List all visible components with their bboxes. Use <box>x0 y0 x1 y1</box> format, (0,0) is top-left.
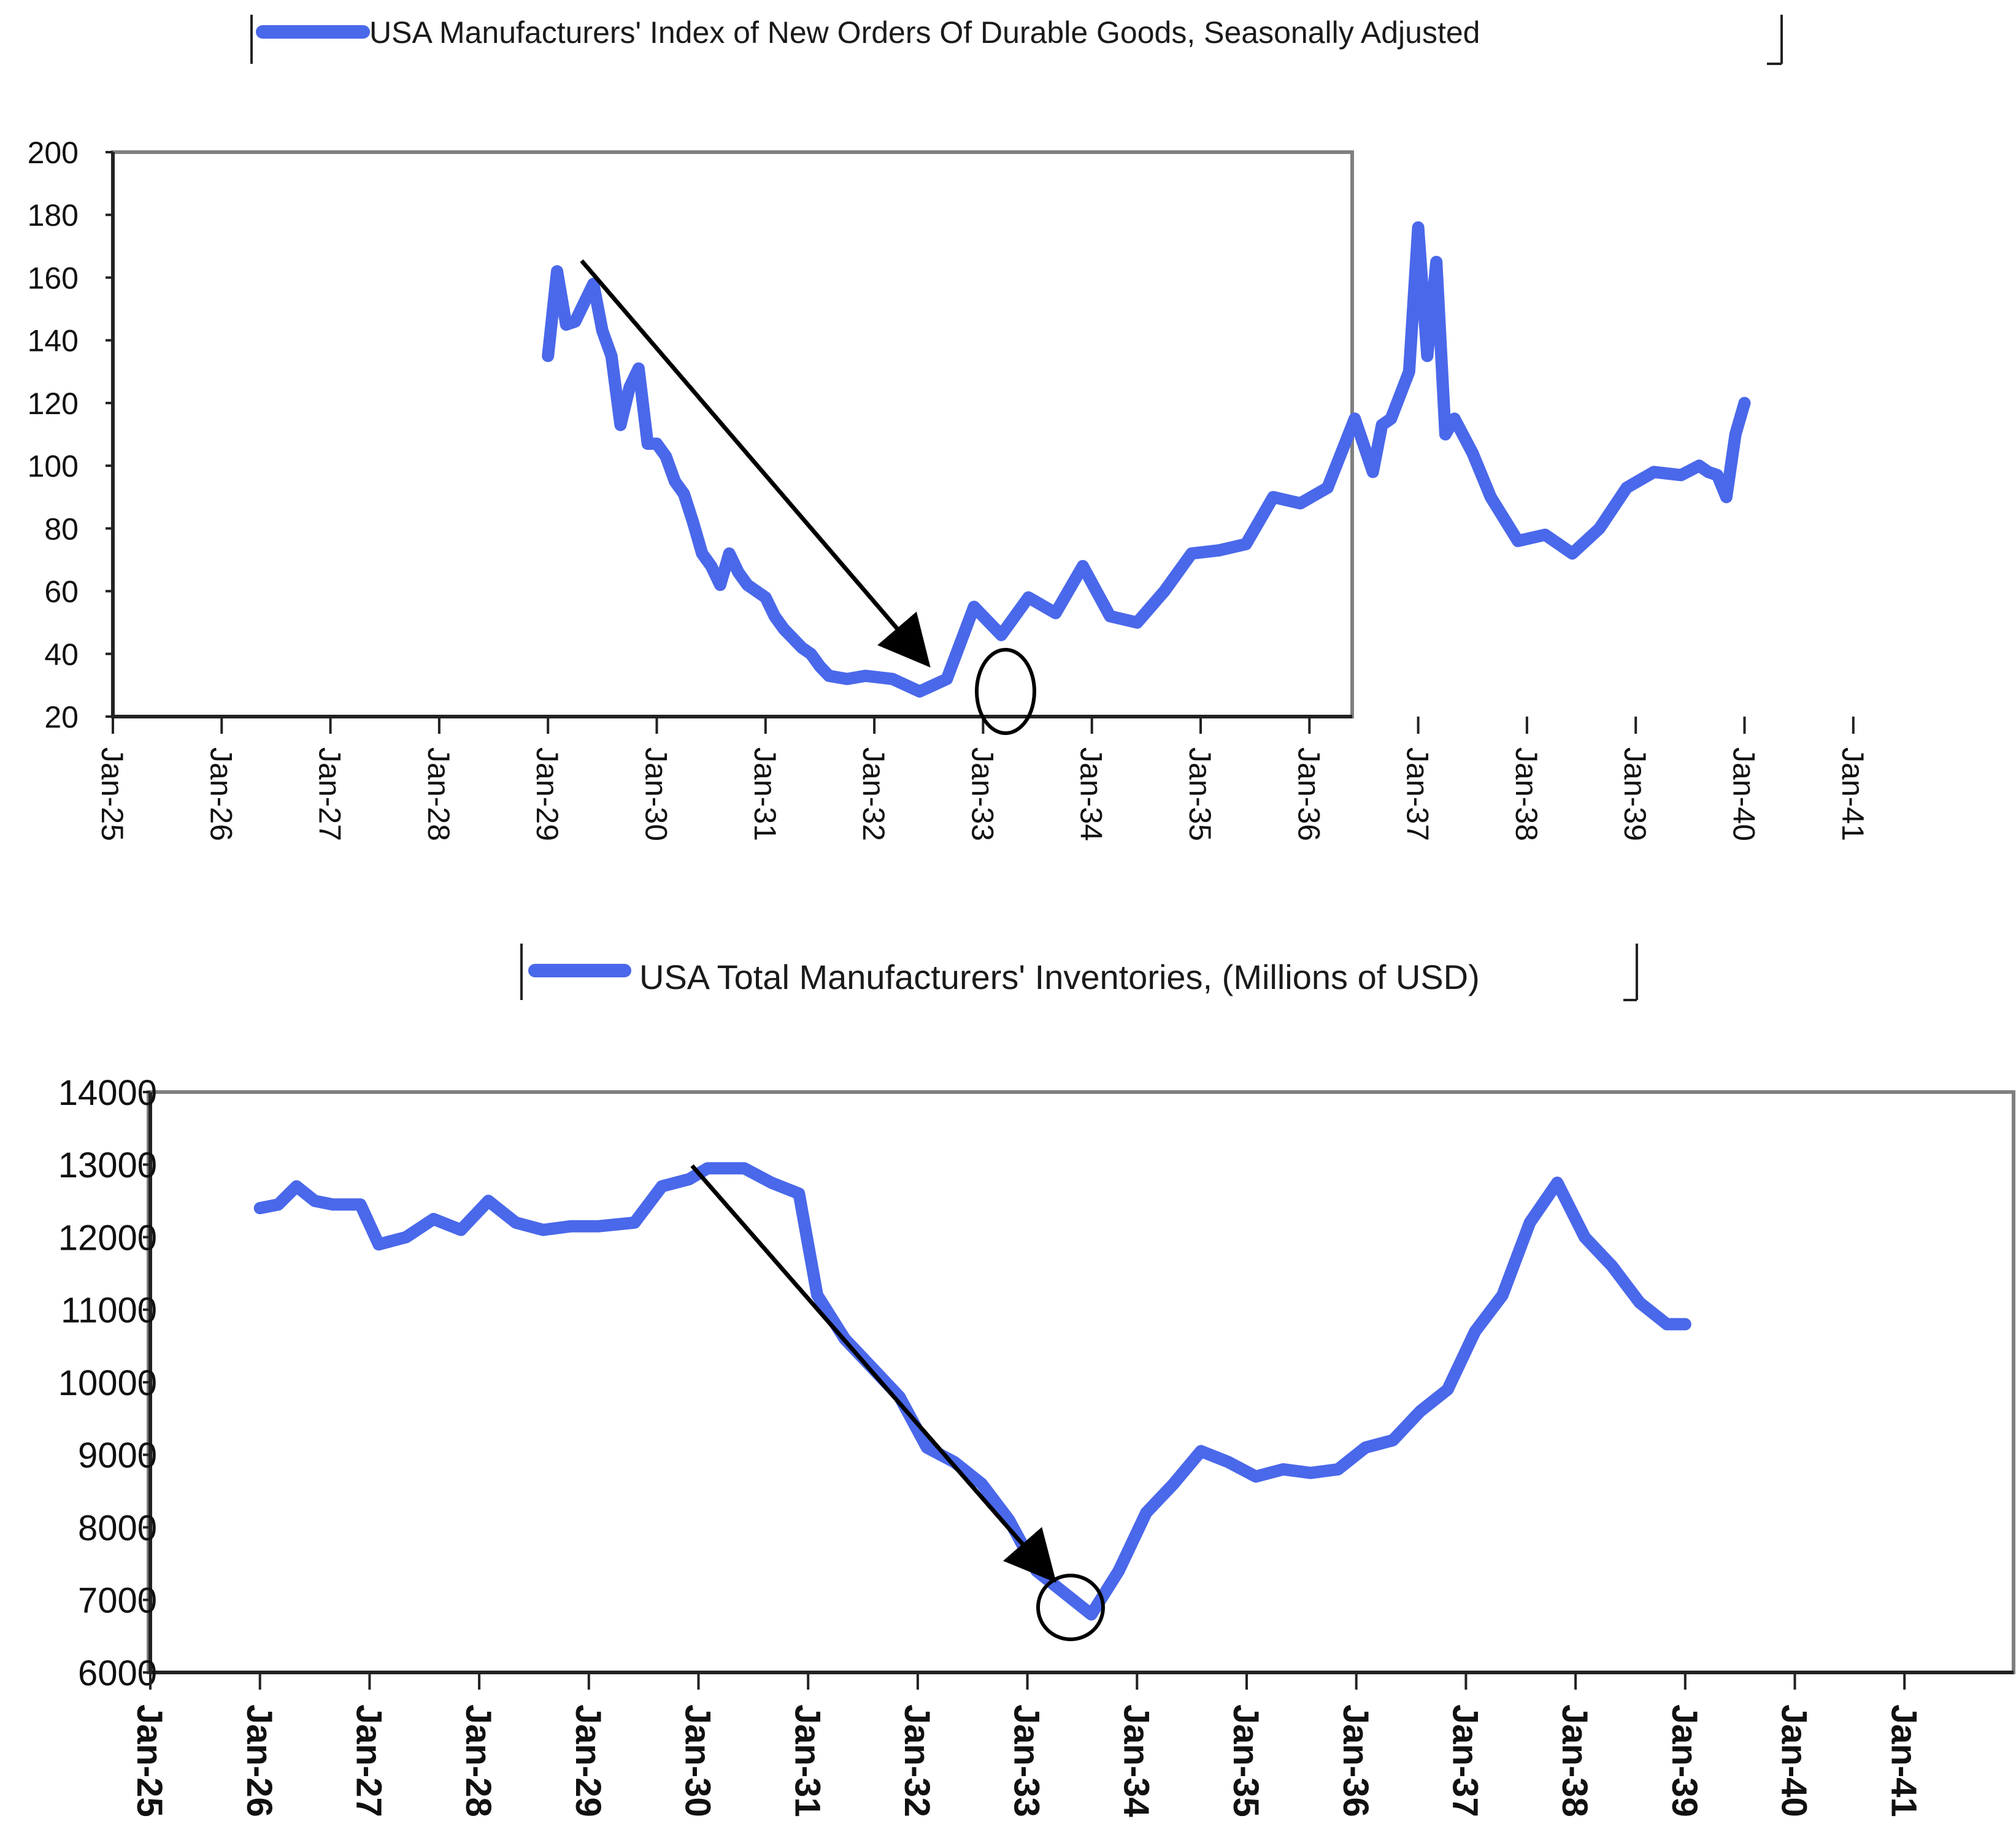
x-tick-label: Jan-26 <box>204 747 238 841</box>
y-tick-label: 12000 <box>58 1218 157 1258</box>
trend-arrow <box>690 1164 1056 1583</box>
x-tick-label: Jan-28 <box>458 1704 498 1817</box>
x-tick-label: Jan-32 <box>856 747 891 841</box>
x-tick-label: Jan-31 <box>748 747 782 841</box>
x-tick-label: Jan-36 <box>1291 747 1326 841</box>
legend-1: USA Manufacturers' Index of New Orders O… <box>250 15 1783 65</box>
plot-area-frame <box>147 1090 2015 1674</box>
chart-1: USA Manufacturers' Index of New Orders O… <box>28 15 1870 841</box>
x-tick-label: Jan-39 <box>1664 1704 1704 1817</box>
x-tick-label: Jan-33 <box>1007 1704 1047 1817</box>
legend-label: USA Total Manufacturers' Inventories, (M… <box>639 958 1480 996</box>
x-tick-label: Jan-40 <box>1727 747 1761 841</box>
chart-2: USA Total Manufacturers' Inventories, (M… <box>58 944 2015 1817</box>
y-tick-label: 200 <box>28 136 79 170</box>
series-line-new-orders <box>542 221 1751 698</box>
x-tick-label: Jan-35 <box>1183 747 1217 841</box>
y-tick-label: 20 <box>44 700 79 734</box>
x-tick-label: Jan-40 <box>1774 1704 1814 1817</box>
trough-circle <box>1036 1574 1105 1641</box>
x-tick-label: Jan-27 <box>313 747 347 841</box>
x-tick-label: Jan-29 <box>568 1704 608 1817</box>
x-tick-label: Jan-35 <box>1226 1704 1266 1817</box>
x-tick-label: Jan-37 <box>1401 747 1435 841</box>
x-tick-label: Jan-27 <box>349 1704 389 1817</box>
x-tick-label: Jan-34 <box>1116 1704 1156 1817</box>
x-tick-label: Jan-31 <box>787 1704 827 1817</box>
axes <box>111 152 1352 718</box>
x-tick-label: Jan-30 <box>678 1704 718 1817</box>
x-tick-label: Jan-38 <box>1509 747 1544 841</box>
x-tick-label: Jan-25 <box>129 1704 169 1817</box>
y-tick-label: 160 <box>28 261 79 295</box>
x-tick-label: Jan-41 <box>1836 747 1870 841</box>
y-tick-label: 10000 <box>58 1363 157 1403</box>
x-axis-ticks: Jan-25 Jan-26 Jan-27 Jan-28 Jan-29 Jan-30 Jan-… <box>129 1672 1923 1817</box>
x-tick-label: Jan-28 <box>421 747 456 841</box>
x-tick-label: Jan-41 <box>1883 1704 1923 1817</box>
x-tick-label: Jan-36 <box>1336 1704 1375 1817</box>
series-line-inventories <box>253 1162 1691 1621</box>
y-tick-label: 180 <box>28 198 79 233</box>
y-tick-label: 100 <box>28 449 79 483</box>
axes <box>148 1092 2014 1674</box>
x-tick-label: Jan-30 <box>639 747 674 841</box>
x-tick-label: Jan-38 <box>1555 1704 1595 1817</box>
x-tick-label: Jan-33 <box>965 747 999 841</box>
y-axis-ticks: 6000700080009000100001100012000130001400… <box>58 1073 157 1693</box>
x-tick-label: Jan-26 <box>239 1704 279 1817</box>
trend-arrow <box>580 259 931 668</box>
y-tick-label: 140 <box>28 324 79 358</box>
x-tick-label: Jan-39 <box>1618 747 1652 841</box>
y-tick-label: 60 <box>44 575 79 609</box>
y-tick-label: 40 <box>44 637 79 672</box>
legend-2: USA Total Manufacturers' Inventories, (M… <box>520 944 1638 1001</box>
y-tick-label: 120 <box>28 387 79 421</box>
x-tick-label: Jan-34 <box>1074 747 1109 841</box>
legend-label: USA Manufacturers' Index of New Orders O… <box>369 15 1480 50</box>
trough-circle <box>975 648 1036 735</box>
x-tick-label: Jan-25 <box>95 747 129 841</box>
y-tick-label: 14000 <box>58 1073 157 1113</box>
y-tick-label: 11000 <box>61 1291 157 1331</box>
y-tick-label: 13000 <box>58 1145 157 1185</box>
y-tick-label: 80 <box>44 512 79 546</box>
x-tick-label: Jan-32 <box>897 1704 937 1817</box>
x-axis-ticks: Jan-25 Jan-26 Jan-27 Jan-28 Jan-29 Jan-30 Jan-… <box>95 717 1870 841</box>
x-tick-label: Jan-29 <box>530 747 564 841</box>
y-axis-ticks: 20 40 60 80 100 120 140 160 180 200 <box>28 136 113 734</box>
x-tick-label: Jan-37 <box>1445 1704 1485 1817</box>
